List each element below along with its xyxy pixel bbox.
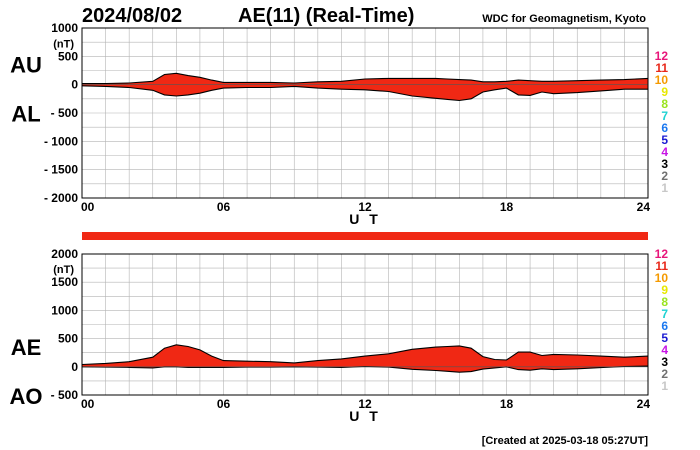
station-legend-item: 2 xyxy=(661,367,668,381)
plot-date: 2024/08/02 xyxy=(82,5,182,27)
y-tick-label: - 2000 xyxy=(44,191,78,205)
series-label-lower: AL xyxy=(11,102,40,127)
station-legend-item: 11 xyxy=(655,259,668,273)
series-label-upper: AU xyxy=(10,53,42,78)
x-tick-label: 12 xyxy=(358,397,372,411)
station-legend-item: 10 xyxy=(655,271,669,285)
upper-series-line xyxy=(81,344,649,366)
y-tick-label: 1000 xyxy=(51,303,78,317)
y-tick-label: 1500 xyxy=(51,275,78,289)
x-axis-label: U T xyxy=(349,211,381,227)
x-tick-label: 18 xyxy=(500,397,514,411)
y-tick-label: 1000 xyxy=(51,21,78,35)
y-tick-label: - 500 xyxy=(51,106,79,120)
station-legend-item: 6 xyxy=(661,319,668,333)
x-tick-label: 12 xyxy=(358,200,372,214)
y-tick-label: - 1500 xyxy=(44,163,78,177)
data-coverage-bar xyxy=(82,232,648,240)
station-legend-item: 7 xyxy=(661,307,668,321)
created-timestamp: [Created at 2025-03-18 05:27UT] xyxy=(482,435,649,447)
station-legend-item: 12 xyxy=(655,49,669,63)
y-tick-label: 2000 xyxy=(51,247,78,261)
station-legend-item: 2 xyxy=(661,169,668,183)
data-source: WDC for Geomagnetism, Kyoto xyxy=(482,13,646,25)
station-legend-item: 8 xyxy=(661,295,668,309)
envelope-fill xyxy=(82,73,648,101)
station-legend-item: 3 xyxy=(661,355,668,369)
y-unit-label: (nT) xyxy=(53,38,74,50)
station-legend-item: 11 xyxy=(655,61,668,75)
y-tick-label: 500 xyxy=(58,49,78,63)
x-tick-label: 06 xyxy=(217,397,231,411)
station-legend-item: 1 xyxy=(661,181,668,195)
ae-ao-panel: 2000 1500 1000 500 0 - 500 (nT) 00 06 12 18 24 U T AE… xyxy=(10,247,651,424)
upper-series-line xyxy=(82,72,649,85)
plot-frame xyxy=(81,27,649,199)
station-legend-item: 1 xyxy=(661,379,668,393)
station-legend-item: 8 xyxy=(661,97,668,111)
station-legend-item: 4 xyxy=(661,145,668,159)
series-label-upper: AE xyxy=(11,335,42,360)
x-axis-label: U T xyxy=(349,408,381,424)
station-legend-item: 7 xyxy=(661,109,668,123)
station-legend-item: 9 xyxy=(661,283,668,297)
lower-series-line xyxy=(81,85,648,102)
x-tick-label: 00 xyxy=(81,200,95,214)
plot-frame xyxy=(81,253,649,396)
y-tick-label: 500 xyxy=(58,332,78,346)
y-tick-label: 0 xyxy=(71,78,78,92)
series-label-lower: AO xyxy=(10,384,43,409)
y-tick-label: - 1000 xyxy=(44,134,78,148)
station-legend-item: 6 xyxy=(661,121,668,135)
x-tick-label: 24 xyxy=(637,200,651,214)
station-legend-item: 12 xyxy=(655,247,669,261)
y-tick-label: - 500 xyxy=(51,388,79,402)
x-tick-label: 24 xyxy=(637,397,651,411)
station-legend-item: 5 xyxy=(661,331,668,345)
plot-title: AE(11) (Real-Time) xyxy=(238,5,414,27)
station-legend-item: 9 xyxy=(661,85,668,99)
station-legend-item: 3 xyxy=(661,157,668,171)
x-tick-label: 18 xyxy=(500,200,514,214)
y-tick-label: 0 xyxy=(71,360,78,374)
y-unit-label: (nT) xyxy=(53,264,74,276)
envelope-fill xyxy=(82,344,648,373)
station-legend-item: 4 xyxy=(661,343,668,357)
au-al-panel: 1000 500 0 - 500 - 1000 - 1500 - 2000 (nT) 00 06 1… xyxy=(10,21,650,227)
x-tick-label: 06 xyxy=(217,200,231,214)
station-legend-item: 5 xyxy=(661,133,668,147)
station-legend-item: 10 xyxy=(655,73,669,87)
x-tick-label: 00 xyxy=(81,397,95,411)
